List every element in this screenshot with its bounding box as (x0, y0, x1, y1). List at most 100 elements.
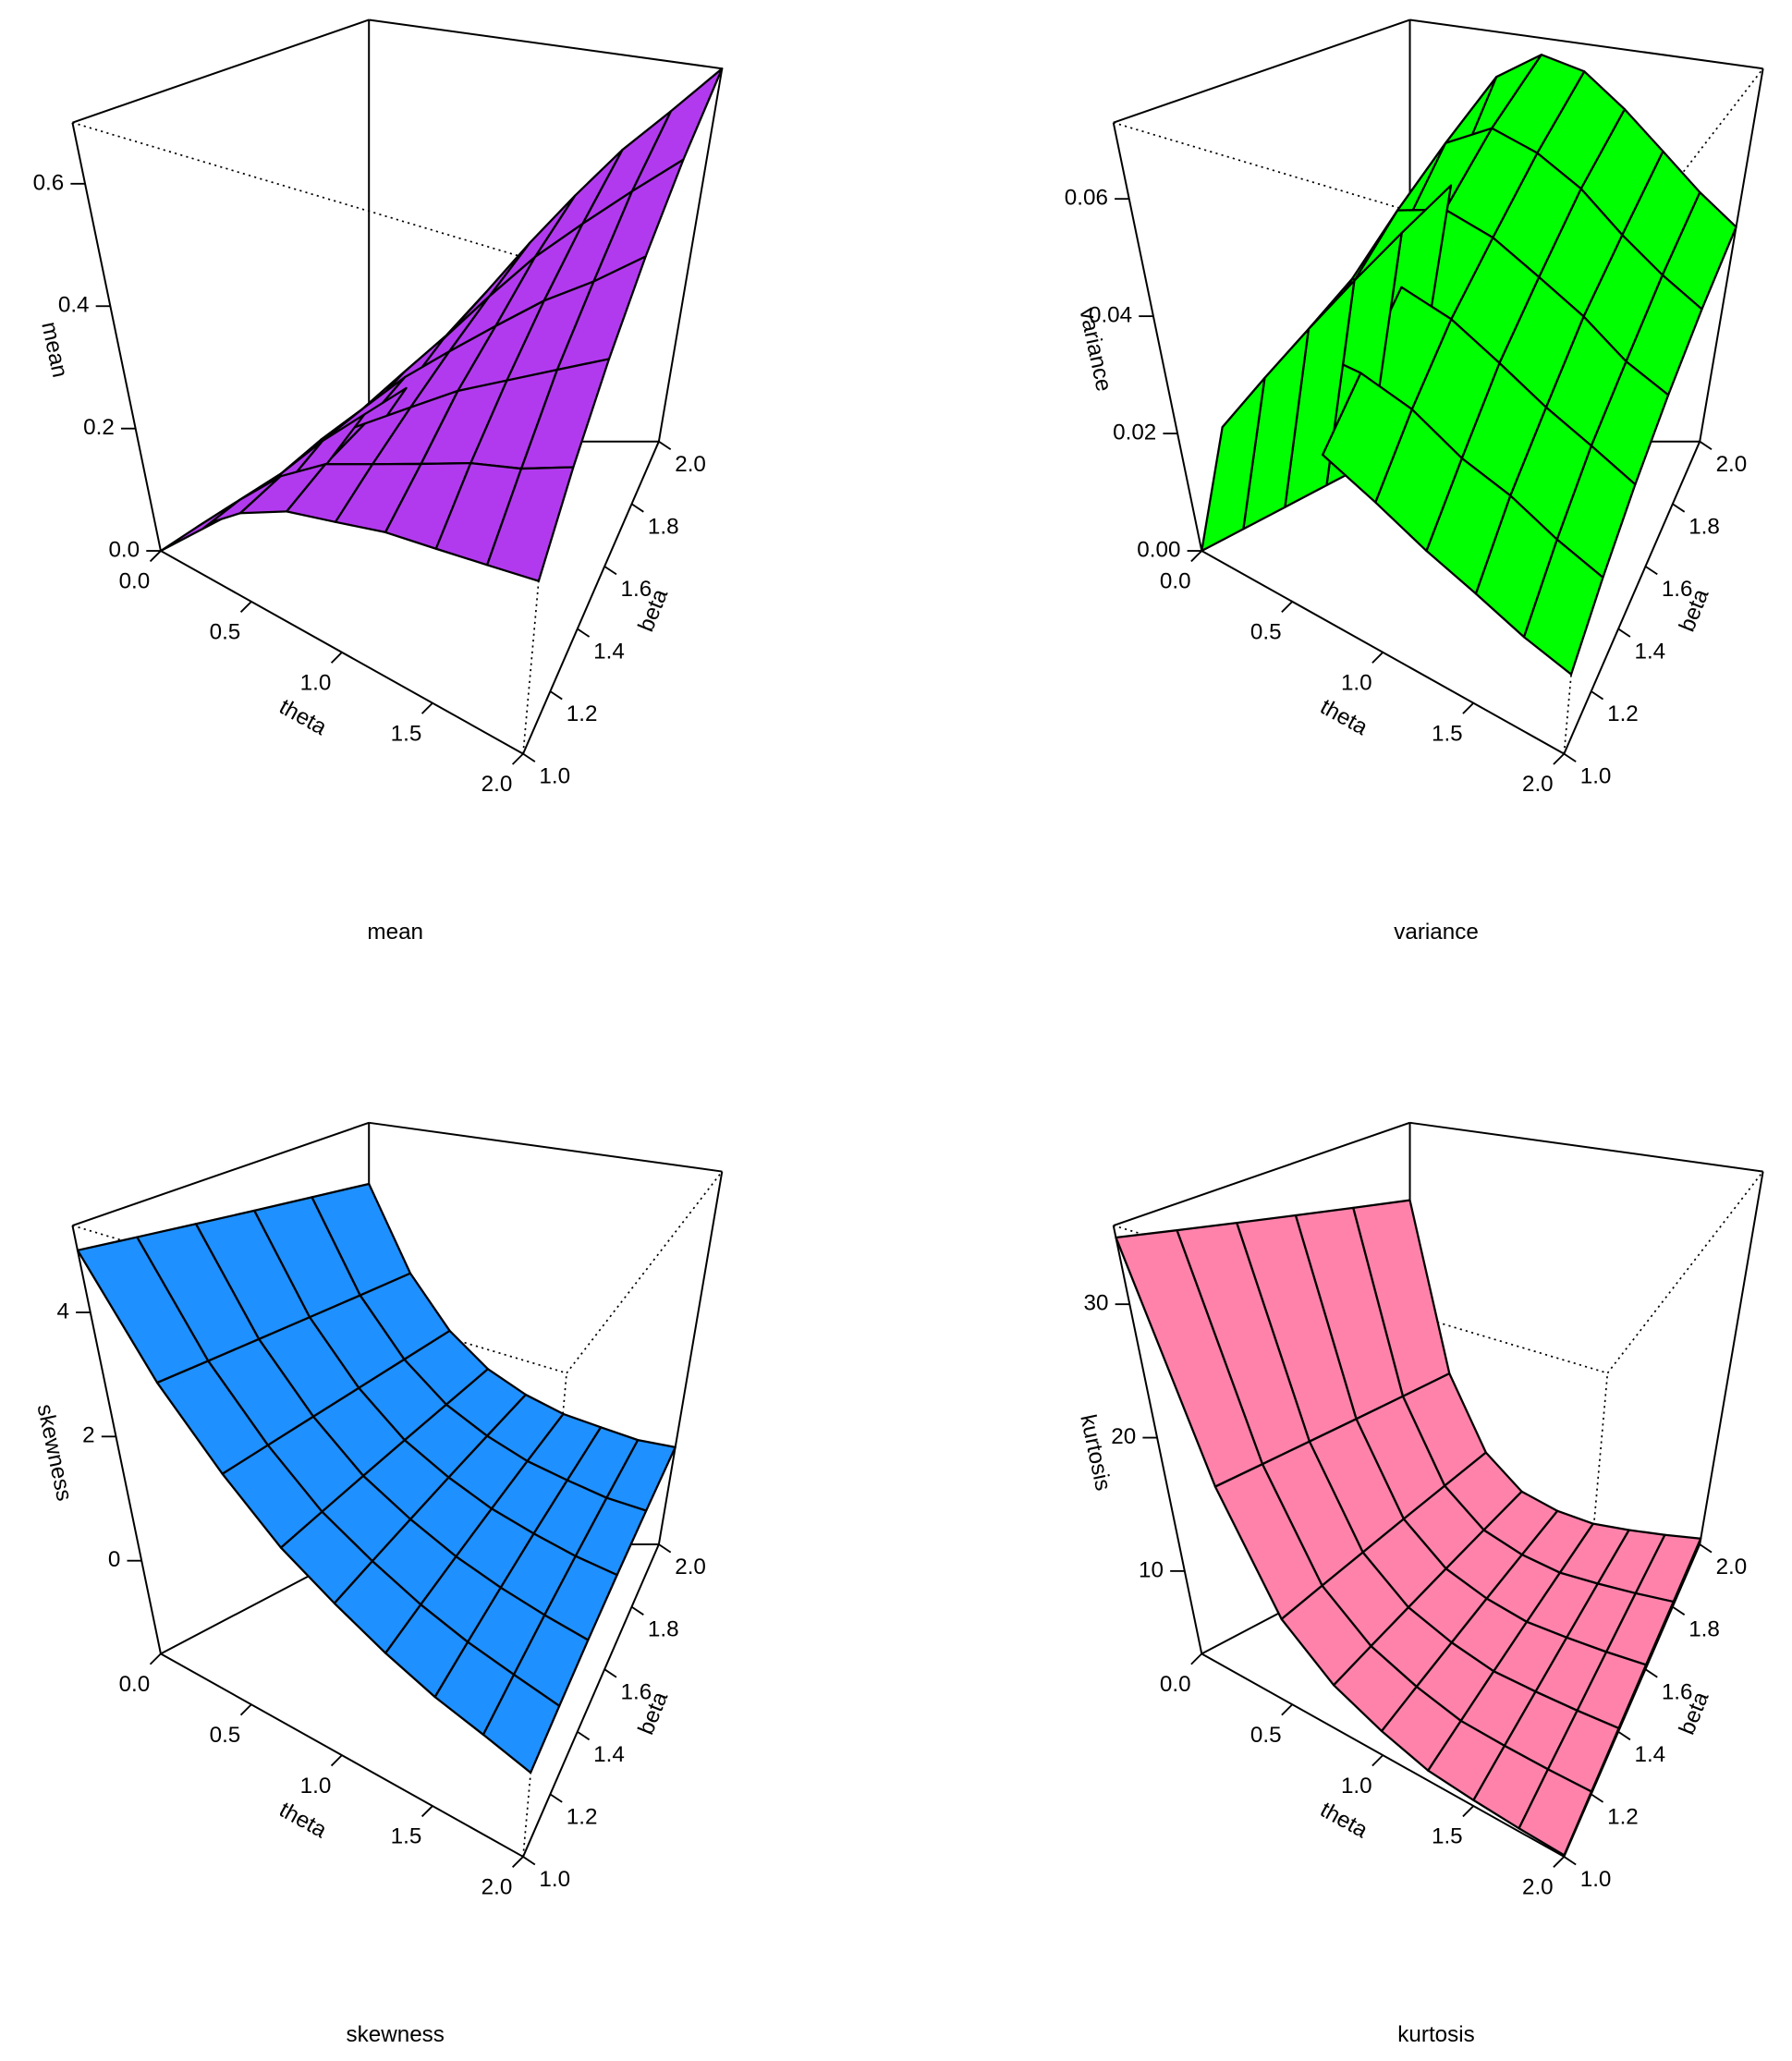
y-tick (1699, 1543, 1713, 1554)
y-tick-label: 1.0 (1580, 764, 1612, 789)
box-edge (1112, 122, 1203, 552)
x-tick-label: 1.0 (300, 1774, 332, 1799)
y-tick (1672, 1605, 1686, 1616)
y-tick-label: 1.4 (593, 1742, 625, 1767)
x-tick-label: 0.5 (210, 620, 241, 645)
surface-panel: 0.0 0.5 1.0 1.5 2.0 1.0 1.2 1.4 1.6 1.8 2.0 0.00 0.0… (1065, 18, 1764, 945)
y-tick (1672, 503, 1686, 513)
x-tick-label: 2.0 (482, 1875, 513, 1900)
chart-title: skewness (347, 2022, 445, 2047)
y-tick-label: 1.8 (1688, 1617, 1720, 1642)
box-edge (369, 18, 723, 70)
x-tick-label: 1.5 (391, 1824, 422, 1849)
x-tick (1371, 1754, 1384, 1767)
box-edge (71, 1225, 162, 1654)
surface-panel: 0.0 0.5 1.0 1.5 2.0 1.0 1.2 1.4 1.6 1.8 2.0 0 2 4 thet… (32, 1121, 724, 2047)
y-tick-label: 1.2 (1607, 1804, 1639, 1829)
chart-title: mean (367, 920, 423, 945)
z-axis-label: skewness (32, 1402, 78, 1504)
surface-facet (1201, 376, 1266, 553)
box-edge (522, 441, 660, 754)
y-tick-label: 2.0 (1716, 452, 1748, 477)
y-tick (577, 628, 591, 638)
z-tick-label: 0.2 (83, 415, 115, 440)
z-tick-label: 2 (82, 1423, 94, 1448)
y-tick-label: 1.2 (567, 701, 598, 726)
y-tick (630, 503, 644, 513)
z-tick-label: 0.6 (33, 170, 65, 195)
y-tick-label: 1.0 (539, 1867, 570, 1892)
x-tick-label: 0.0 (119, 569, 151, 594)
surface-panel: 0.0 0.5 1.0 1.5 2.0 1.0 1.2 1.4 1.6 1.8 2.0 0.0 0.2 0… (33, 18, 724, 945)
y-tick-label: 1.4 (1634, 1742, 1665, 1767)
y-tick-label: 1.6 (1662, 577, 1693, 602)
x-tick-label: 1.0 (300, 670, 332, 695)
surface-facet (485, 466, 575, 582)
y-tick-label: 1.4 (593, 640, 625, 665)
y-tick-label: 1.8 (648, 514, 679, 539)
x-tick (1190, 1652, 1202, 1665)
z-axis-label: kurtosis (1075, 1412, 1115, 1493)
z-tick-label: 20 (1111, 1424, 1136, 1449)
x-tick (149, 1652, 162, 1665)
surface-facet (1522, 538, 1604, 676)
y-tick (658, 440, 672, 451)
y-tick (1563, 1856, 1577, 1866)
z-tick-label: 0.00 (1137, 537, 1180, 562)
x-tick (239, 1703, 252, 1716)
box-edge (1409, 1121, 1763, 1173)
x-axis-label: theta (1316, 1798, 1372, 1844)
x-tick (1553, 752, 1566, 765)
y-tick-label: 1.0 (1580, 1867, 1612, 1892)
x-tick-label: 1.5 (1432, 721, 1463, 746)
y-tick (1591, 690, 1604, 701)
surface-facet (1518, 1768, 1593, 1857)
x-tick (1462, 702, 1474, 714)
x-tick (1190, 550, 1202, 563)
y-tick (549, 690, 563, 701)
chart-title: kurtosis (1397, 2022, 1474, 2047)
surface-panel: 0.0 0.5 1.0 1.5 2.0 1.0 1.2 1.4 1.6 1.8 2.0 10 20 30 t… (1075, 1121, 1764, 2047)
box-edge (657, 68, 724, 442)
z-tick-label: 0.4 (58, 293, 90, 318)
y-tick (1699, 440, 1713, 451)
box-edge (72, 18, 370, 124)
y-tick-label: 2.0 (675, 452, 706, 477)
x-tick-label: 1.0 (1341, 1774, 1372, 1799)
box-edge (1409, 18, 1763, 70)
y-tick (658, 1543, 672, 1554)
z-tick-label: 0 (108, 1547, 120, 1572)
y-tick (1617, 1731, 1631, 1741)
x-tick (1462, 1805, 1474, 1818)
chart-title: variance (1394, 920, 1479, 945)
y-tick-label: 1.8 (1688, 514, 1720, 539)
y-tick (630, 1605, 644, 1616)
z-axis-label: mean (36, 320, 72, 380)
x-tick-label: 0.0 (1160, 1672, 1191, 1697)
box-edge-hidden (566, 1171, 723, 1374)
x-tick-label: 0.0 (1160, 569, 1191, 594)
y-tick (603, 566, 617, 576)
x-tick (511, 752, 524, 765)
box-edge (1113, 1121, 1410, 1226)
y-tick-label: 1.0 (539, 764, 570, 789)
z-tick-label: 0.0 (108, 537, 140, 562)
x-tick (149, 550, 162, 563)
x-tick-label: 1.5 (391, 721, 422, 746)
surface-facet (482, 1673, 561, 1774)
y-tick-label: 1.8 (648, 1617, 679, 1642)
surface-facet (159, 498, 241, 553)
box-edge (72, 1121, 370, 1226)
y-tick-label: 1.6 (1662, 1679, 1693, 1704)
box-edge (1112, 1225, 1203, 1654)
x-tick (1281, 601, 1293, 613)
x-tick (239, 601, 252, 613)
x-tick-label: 1.5 (1432, 1824, 1463, 1849)
x-tick-label: 2.0 (1522, 1875, 1554, 1900)
x-axis-label: theta (275, 694, 332, 740)
x-tick-label: 0.5 (1250, 620, 1282, 645)
y-tick-label: 1.2 (1607, 701, 1639, 726)
y-tick-label: 1.6 (621, 1679, 652, 1704)
